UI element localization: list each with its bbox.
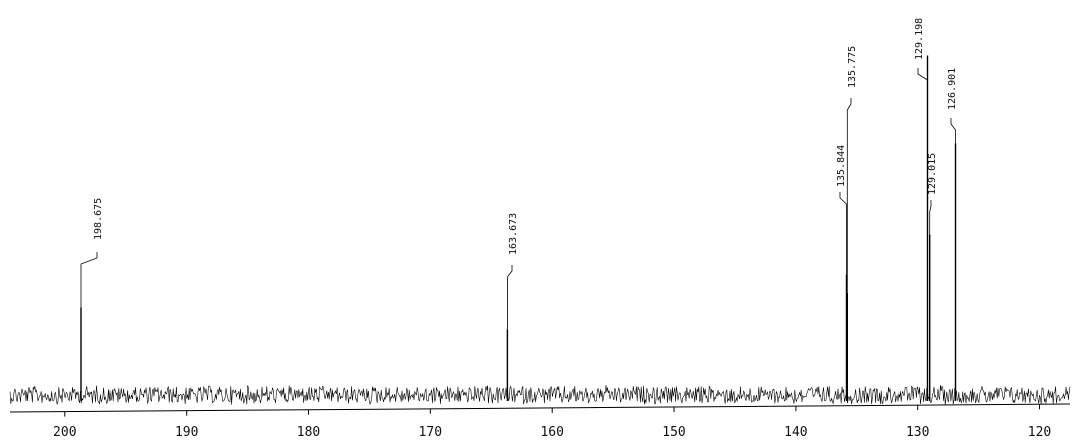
peak-label: 129.198: [914, 18, 925, 60]
peak-leader-line: [929, 200, 932, 235]
x-tick-label: 190: [175, 425, 198, 440]
peak-label: 135.775: [847, 46, 858, 88]
x-tick-label: 130: [906, 425, 929, 440]
peak-labels-group: 198.675 163.673 135.844 135.775 129.198 129.0…: [80, 18, 958, 330]
x-tick-label: 160: [540, 425, 563, 440]
peak-leader-line: [917, 55, 928, 81]
x-axis: 200 190 180 170 160 150 140 130 120: [9, 403, 1071, 440]
peak-leader-line: [80, 252, 98, 308]
peak-leader-line: [950, 118, 956, 144]
baseline-trace: [9, 385, 1071, 406]
x-tick-label: 180: [297, 425, 320, 440]
peak-label: 163.673: [508, 213, 519, 255]
peak-label: 129.015: [927, 153, 938, 195]
peak-label: 198.675: [93, 198, 104, 240]
x-tick-label: 170: [419, 425, 442, 440]
peak-leader-line: [846, 98, 852, 293]
x-axis-line: [9, 403, 1071, 413]
peak-leader-line: [507, 265, 513, 330]
x-tick-label: 120: [1028, 425, 1051, 440]
peak-leader-line: [839, 192, 847, 275]
peaks-group: [80, 55, 957, 401]
peak-label: 135.844: [836, 145, 847, 187]
peak-label: 126.901: [947, 68, 958, 110]
x-tick-label: 200: [53, 425, 76, 440]
x-tick-label: 140: [784, 425, 807, 440]
x-tick-label: 150: [662, 425, 685, 440]
baseline-noise: [9, 385, 1071, 406]
